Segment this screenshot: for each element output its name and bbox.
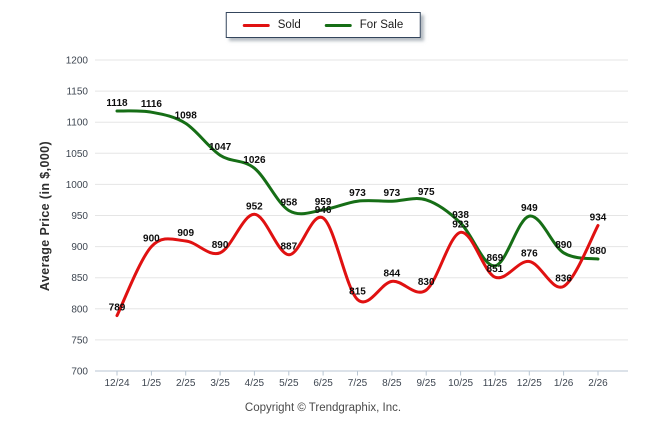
svg-text:890: 890 xyxy=(212,240,229,251)
svg-text:938: 938 xyxy=(452,210,469,221)
svg-text:950: 950 xyxy=(71,211,88,222)
svg-text:975: 975 xyxy=(418,187,435,198)
svg-text:923: 923 xyxy=(452,219,469,230)
svg-text:1/26: 1/26 xyxy=(554,378,574,389)
svg-text:887: 887 xyxy=(280,242,297,253)
svg-text:946: 946 xyxy=(315,205,332,216)
svg-text:2/26: 2/26 xyxy=(588,378,608,389)
svg-text:2/25: 2/25 xyxy=(176,378,196,389)
svg-text:934: 934 xyxy=(590,213,607,224)
legend-label-for-sale: For Sale xyxy=(359,19,404,31)
svg-text:844: 844 xyxy=(384,268,401,279)
svg-text:851: 851 xyxy=(487,264,504,275)
svg-text:1050: 1050 xyxy=(66,149,89,160)
svg-text:800: 800 xyxy=(71,304,88,315)
sold-line-swatch xyxy=(242,23,270,27)
svg-text:1100: 1100 xyxy=(66,118,88,129)
svg-text:10/25: 10/25 xyxy=(448,378,473,389)
svg-text:1000: 1000 xyxy=(66,180,89,191)
svg-text:789: 789 xyxy=(109,303,126,314)
for-sale-line-swatch xyxy=(324,23,352,27)
svg-text:750: 750 xyxy=(71,335,88,346)
svg-text:1/25: 1/25 xyxy=(142,378,162,389)
svg-text:900: 900 xyxy=(143,234,160,245)
svg-text:1047: 1047 xyxy=(209,142,232,153)
svg-text:890: 890 xyxy=(555,240,572,251)
svg-text:12/25: 12/25 xyxy=(517,378,542,389)
copyright-text: Copyright © Trendgraphix, Inc. xyxy=(244,402,402,414)
svg-text:3/25: 3/25 xyxy=(210,378,230,389)
svg-text:958: 958 xyxy=(280,198,297,209)
svg-text:850: 850 xyxy=(71,273,88,284)
legend-label-sold: Sold xyxy=(277,19,301,31)
svg-text:973: 973 xyxy=(349,188,366,199)
svg-text:973: 973 xyxy=(384,188,401,199)
svg-text:900: 900 xyxy=(71,242,88,253)
svg-text:9/25: 9/25 xyxy=(416,378,436,389)
svg-text:12/24: 12/24 xyxy=(104,378,129,389)
svg-text:952: 952 xyxy=(246,201,263,212)
svg-text:1098: 1098 xyxy=(175,110,198,121)
svg-text:7/25: 7/25 xyxy=(348,378,368,389)
svg-text:8/25: 8/25 xyxy=(382,378,402,389)
svg-text:876: 876 xyxy=(521,249,538,260)
svg-text:815: 815 xyxy=(349,287,366,298)
svg-text:830: 830 xyxy=(418,277,435,288)
svg-text:949: 949 xyxy=(521,203,538,214)
svg-text:1118: 1118 xyxy=(106,98,128,109)
svg-text:5/25: 5/25 xyxy=(279,378,299,389)
svg-text:1200: 1200 xyxy=(66,56,89,67)
svg-text:4/25: 4/25 xyxy=(245,378,265,389)
svg-text:880: 880 xyxy=(590,246,607,257)
svg-text:700: 700 xyxy=(71,367,88,378)
svg-text:869: 869 xyxy=(487,253,504,264)
svg-text:1026: 1026 xyxy=(243,155,266,166)
legend-item-for-sale: For Sale xyxy=(324,19,404,31)
svg-text:909: 909 xyxy=(177,228,194,239)
svg-text:836: 836 xyxy=(555,273,572,284)
svg-text:6/25: 6/25 xyxy=(313,378,333,389)
svg-text:11/25: 11/25 xyxy=(483,378,508,389)
svg-text:1150: 1150 xyxy=(66,87,88,98)
svg-text:959: 959 xyxy=(315,197,332,208)
legend-item-sold: Sold xyxy=(242,19,301,31)
legend: Sold For Sale xyxy=(225,12,421,38)
svg-text:1116: 1116 xyxy=(141,99,163,110)
